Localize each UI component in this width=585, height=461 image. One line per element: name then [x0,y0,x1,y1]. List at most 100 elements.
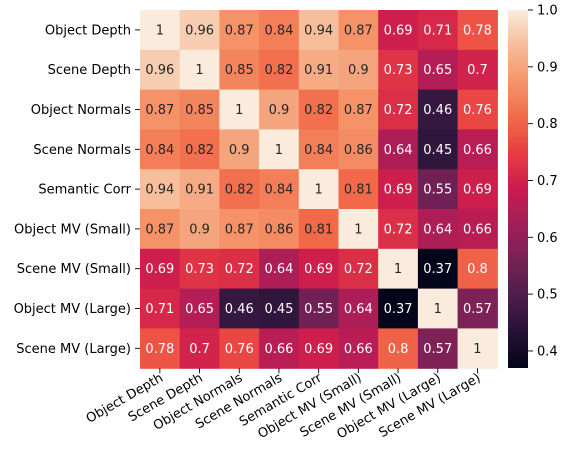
colorbar-tick-label: 0.5 [537,288,558,303]
heatmap-cell [457,248,498,290]
heatmap-cell [378,129,419,170]
cell-value-label: 0.82 [264,63,293,78]
cell-value-label: 0.46 [423,103,452,118]
cell-value-label: 0.73 [185,262,214,277]
cell-value-label: 0.66 [344,342,373,357]
cell-value-label: 0.69 [384,23,413,38]
cell-value-label: 0.66 [463,143,492,158]
cell-value-label: 0.85 [225,63,254,78]
cell-value-label: 0.46 [225,302,254,317]
heatmap-cell [457,328,498,369]
heatmap-cell [219,248,260,290]
row-tick-label: Object MV (Large) [14,302,131,317]
heatmap-cell [338,129,379,170]
row-tick-label: Scene MV (Small) [17,262,131,277]
cell-value-label: 0.96 [145,63,174,78]
cell-value-label: 0.86 [344,143,373,158]
heatmap-cell [457,288,498,329]
cell-value-label: 0.82 [225,183,254,198]
cell-value-label: 0.9 [189,222,210,237]
cell-value-label: 0.9 [269,103,290,118]
cell-value-label: 0.84 [264,183,293,198]
heatmap-cell [179,328,220,369]
heatmap-cells [140,10,498,369]
cell-value-label: 0.76 [463,103,492,118]
cell-value-label: 1 [473,342,481,357]
heatmap-cell [298,169,340,210]
heatmap-cell [140,89,181,130]
cell-value-label: 0.69 [463,183,492,198]
heatmap-cell [338,209,379,250]
cell-value-label: 0.69 [304,262,333,277]
colorbar-tick-label: 0.9 [537,60,558,75]
cell-value-label: 0.87 [225,23,254,38]
cell-value-label: 0.91 [304,63,333,78]
heatmap-cell [140,328,181,369]
cell-value-label: 0.76 [225,342,254,357]
cell-value-label: 0.87 [145,103,174,118]
row-tick-label: Scene MV (Large) [16,342,131,357]
cell-value-label: 0.64 [423,222,452,237]
cell-value-label: 0.91 [185,183,214,198]
heatmap-cell [457,169,498,210]
cell-value-label: 0.84 [264,23,293,38]
heatmap-cell [259,209,300,250]
heatmap-cell [417,248,459,290]
cell-value-label: 0.64 [344,302,373,317]
heatmap-cell [259,169,300,210]
cell-value-label: 0.64 [264,262,293,277]
heatmap-cell [417,49,459,91]
cell-value-label: 0.96 [185,23,214,38]
heatmap-cell [417,209,459,250]
cell-value-label: 0.37 [423,262,452,277]
cell-value-label: 0.87 [344,23,373,38]
cell-value-label: 0.8 [467,262,488,277]
cell-value-label: 0.57 [463,302,492,317]
colorbar-tick-label: 1.0 [537,4,558,19]
heatmap-cell [457,49,498,91]
heatmap-cell [219,49,260,91]
heatmap-cell [259,328,300,369]
heatmap-cell [140,248,181,290]
row-tick-label: Scene Normals [33,143,131,158]
cell-value-label: 0.57 [423,342,452,357]
heatmap-cell [259,49,300,91]
heatmap-cell [179,89,220,130]
heatmap-cell [179,209,220,250]
heatmap-cell [378,10,419,51]
cell-value-label: 0.69 [304,342,333,357]
cell-value-label: 0.87 [344,103,373,118]
heatmap-cell [140,129,181,170]
cell-value-label: 0.9 [348,63,369,78]
cell-value-label: 1 [235,103,243,118]
cell-value-label: 0.86 [264,222,293,237]
cell-value-label: 0.82 [304,103,333,118]
cell-value-label: 1 [156,23,164,38]
cell-value-label: 0.65 [185,302,214,317]
heatmap-cell [179,169,220,210]
row-tick-label: Scene Depth [48,63,131,78]
cell-value-label: 0.64 [384,143,413,158]
cell-value-label: 0.55 [304,302,333,317]
heatmap-cell [259,248,300,290]
cell-value-label: 0.84 [145,143,174,158]
row-tick-labels: Object Depth Scene Depth Object Normals Sce… [14,23,140,357]
cell-value-label: 0.8 [388,342,409,357]
heatmap-cell [179,129,220,170]
heatmap-cell [259,89,300,130]
cell-value-label: 0.66 [463,222,492,237]
heatmap-cell [457,89,498,130]
heatmap-cell [417,10,459,51]
cell-value-label: 0.87 [145,222,174,237]
heatmap-cell [338,89,379,130]
heatmap-cell [140,10,181,51]
heatmap-cell [179,288,220,329]
heatmap-cell [179,49,220,91]
heatmap-cell [140,169,181,210]
cell-value-label: 1 [275,143,283,158]
cell-value-label: 1 [315,183,323,198]
heatmap-cell [338,248,379,290]
heatmap-cell [457,10,498,51]
cell-value-label: 0.71 [145,302,174,317]
heatmap-cell [219,89,260,130]
